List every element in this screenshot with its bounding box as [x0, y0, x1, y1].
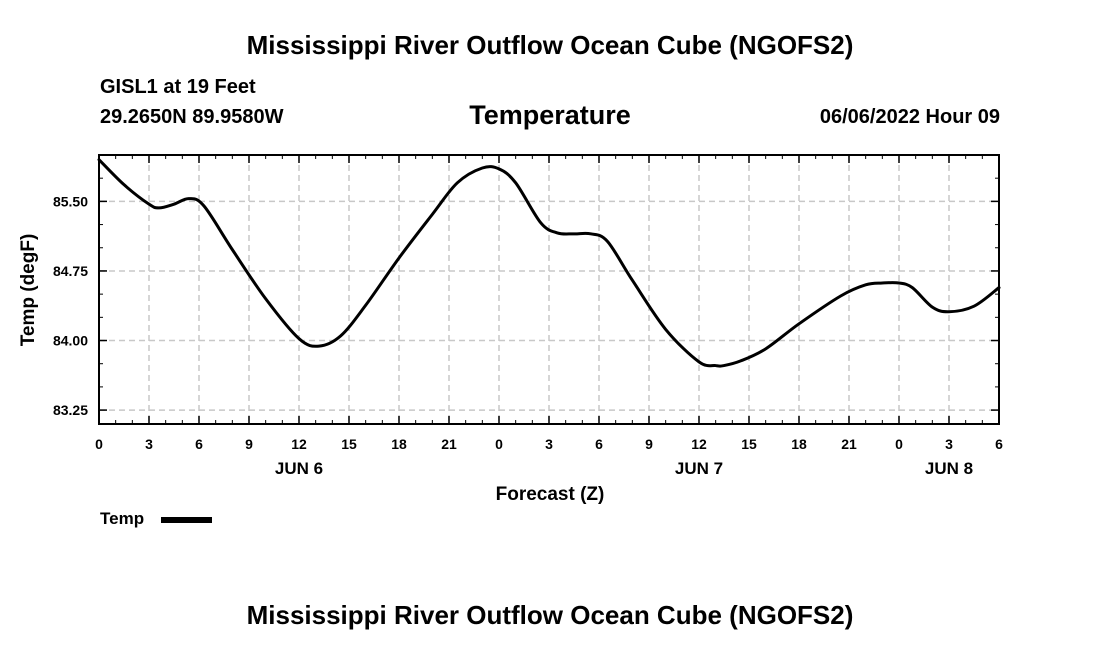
x-tick-label: 0 — [95, 436, 103, 452]
chart-series — [97, 158, 1001, 368]
legend-label: Temp — [100, 509, 145, 528]
x-tick-label: 12 — [291, 436, 307, 452]
x-tick-label: 15 — [341, 436, 357, 452]
x-tick-label: 6 — [595, 436, 603, 452]
chart-grid — [99, 155, 999, 424]
legend-line-swatch — [161, 517, 212, 523]
x-tick-label: 0 — [495, 436, 503, 452]
y-tick-label: 84.75 — [53, 263, 88, 279]
x-tick-label: 6 — [995, 436, 1003, 452]
x-tick-label: 15 — [741, 436, 757, 452]
chart-main-title: Mississippi River Outflow Ocean Cube (NG… — [246, 30, 854, 60]
y-tick-label: 83.25 — [53, 402, 88, 418]
day-label: JUN 6 — [275, 459, 323, 478]
chart-subtitle: Temperature — [469, 100, 631, 130]
x-tick-label: 21 — [441, 436, 457, 452]
x-tick-label: 3 — [145, 436, 153, 452]
y-tick-label: 85.50 — [53, 193, 88, 209]
plot-frame — [98, 154, 1000, 425]
x-tick-label: 0 — [895, 436, 903, 452]
day-label: JUN 7 — [675, 459, 723, 478]
x-tick-label: 9 — [245, 436, 253, 452]
station-coordinates: 29.2650N 89.9580W — [100, 106, 284, 128]
x-tick-label: 3 — [945, 436, 953, 452]
forecast-datetime: 06/06/2022 Hour 09 — [819, 106, 1000, 128]
x-tick-label: 6 — [195, 436, 203, 452]
series-line-temp — [97, 158, 1001, 368]
footer-title: Mississippi River Outflow Ocean Cube (NG… — [246, 600, 854, 630]
chart-tick-labels: 0 3 6 9 12 15 18 21 0 3 6 9 12 15 18 21 0 3 6 83.25 84.00 84.… — [53, 193, 1003, 478]
station-label: GISL1 at 19 Feet — [100, 76, 256, 98]
day-label: JUN 8 — [925, 459, 973, 478]
x-tick-label: 18 — [391, 436, 407, 452]
x-tick-label: 18 — [791, 436, 807, 452]
x-tick-label: 9 — [645, 436, 653, 452]
y-axis-label: Temp (degF) — [18, 234, 39, 347]
y-tick-label: 84.00 — [53, 333, 88, 349]
x-tick-label: 3 — [545, 436, 553, 452]
x-axis-label: Forecast (Z) — [496, 484, 605, 505]
x-tick-label: 21 — [841, 436, 857, 452]
x-tick-label: 12 — [691, 436, 707, 452]
